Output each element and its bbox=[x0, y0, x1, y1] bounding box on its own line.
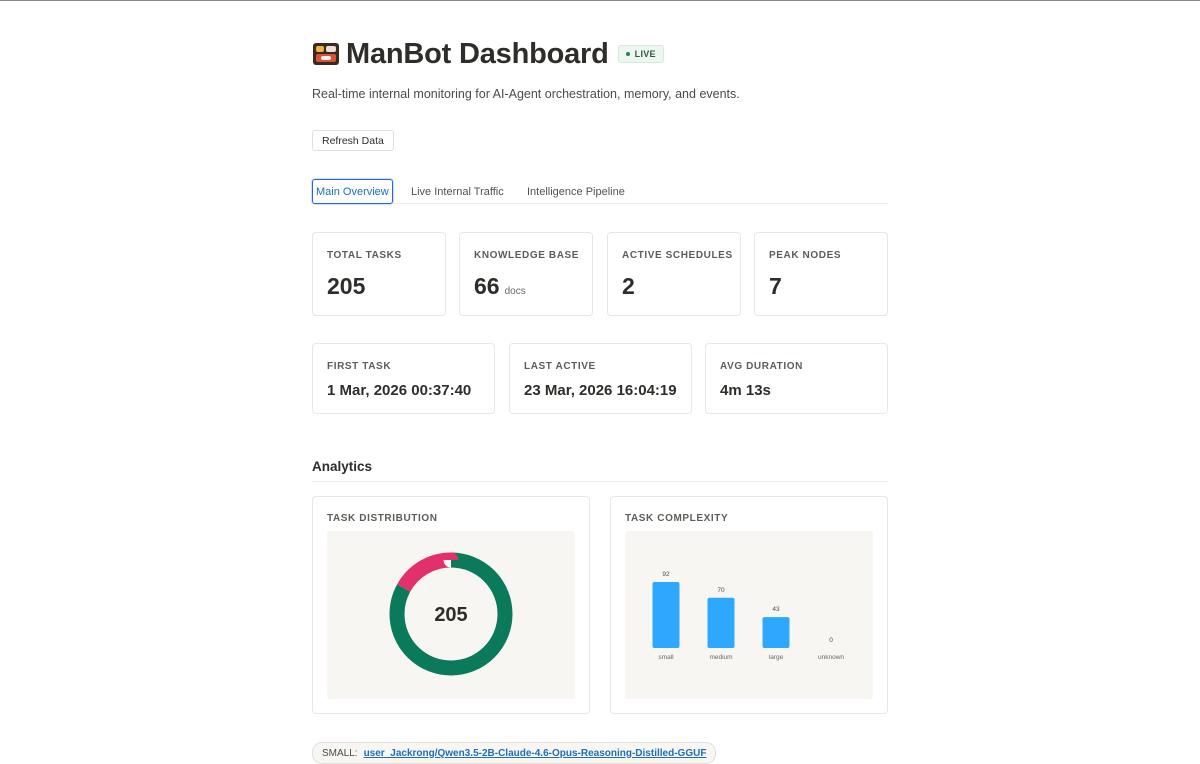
stat-label: LAST ACTIVE bbox=[524, 361, 596, 372]
stat-label: PEAK NODES bbox=[769, 250, 842, 261]
chart-card-task-complexity: TASK COMPLEXITY 92 small 70 medium 43 large 0 u… bbox=[610, 496, 888, 714]
stat-card-active-schedules: ACTIVE SCHEDULES 2 bbox=[607, 232, 741, 316]
chart-title: TASK DISTRIBUTION bbox=[327, 513, 438, 524]
tab-live-internal-traffic[interactable]: Live Internal Traffic bbox=[411, 185, 504, 198]
analytics-heading: Analytics bbox=[312, 459, 373, 474]
live-dot-icon bbox=[625, 52, 630, 56]
stat-unit: docs bbox=[504, 286, 526, 297]
stat-value: 205 bbox=[327, 273, 366, 299]
stat-value: 2 bbox=[622, 273, 635, 299]
bar-category-label: large bbox=[769, 654, 784, 661]
donut-slice-1 bbox=[389, 552, 513, 676]
dashboard-page: ManBot Dashboard LIVE Real-time internal… bbox=[312, 0, 888, 764]
bar-value-label: 43 bbox=[772, 606, 780, 613]
stat-card-total-tasks: TOTAL TASKS 205 bbox=[312, 232, 446, 316]
chart-card-task-distribution: TASK DISTRIBUTION 205 bbox=[312, 496, 590, 714]
bar-value-label: 92 bbox=[662, 571, 670, 578]
donut-chart: 205 bbox=[389, 552, 513, 676]
stat-card-first-task: FIRST TASK 1 Mar, 2026 00:37:40 bbox=[312, 343, 495, 414]
window-top-border bbox=[0, 0, 1200, 1]
bar-small bbox=[652, 582, 680, 648]
tab-intelligence-pipeline[interactable]: Intelligence Pipeline bbox=[527, 185, 625, 198]
stat-label: FIRST TASK bbox=[327, 361, 392, 372]
live-badge-label: LIVE bbox=[634, 49, 656, 59]
stat-value: 23 Mar, 2026 16:04:19 bbox=[524, 382, 677, 399]
stat-value: 1 Mar, 2026 00:37:40 bbox=[327, 382, 472, 399]
refresh-data-button[interactable]: Refresh Data bbox=[312, 130, 394, 151]
bar-chart: 92 small 70 medium 43 large 0 unknown bbox=[652, 571, 844, 661]
stat-value: 66 docs bbox=[474, 273, 526, 300]
stat-label: AVG DURATION bbox=[720, 361, 803, 372]
stat-card-last-active: LAST ACTIVE 23 Mar, 2026 16:04:19 bbox=[509, 343, 692, 414]
model-info-pill: SMALL: user_Jackrong/Qwen3.5-2B-Claude-4… bbox=[312, 742, 717, 764]
bar-large bbox=[762, 617, 790, 648]
title-row: ManBot Dashboard LIVE bbox=[312, 38, 664, 70]
bar-medium bbox=[707, 597, 735, 648]
section-divider bbox=[312, 481, 888, 482]
chart-title: TASK COMPLEXITY bbox=[625, 513, 729, 524]
model-link[interactable]: user_Jackrong/Qwen3.5-2B-Claude-4.6-Opus… bbox=[363, 747, 707, 759]
stat-label: TOTAL TASKS bbox=[327, 250, 402, 261]
bar-value-label: 0 bbox=[829, 637, 833, 644]
bar-chart-panel: 92 small 70 medium 43 large 0 unknown bbox=[625, 531, 873, 699]
bento-box-icon bbox=[312, 40, 340, 68]
model-tier-label: SMALL: bbox=[322, 747, 358, 759]
stat-label: KNOWLEDGE BASE bbox=[474, 250, 580, 261]
donut-center-label: 205 bbox=[434, 604, 467, 626]
stat-card-knowledge-base: KNOWLEDGE BASE 66 docs bbox=[459, 232, 593, 316]
bar-category-label: unknown bbox=[818, 654, 844, 661]
stat-value: 7 bbox=[769, 273, 782, 299]
page-title: ManBot Dashboard bbox=[346, 37, 609, 70]
stat-label: ACTIVE SCHEDULES bbox=[622, 250, 733, 261]
bar-value-label: 70 bbox=[717, 587, 725, 594]
tab-main-overview[interactable]: Main Overview bbox=[312, 179, 393, 204]
live-status-badge: LIVE bbox=[617, 45, 664, 63]
stat-card-avg-duration: AVG DURATION 4m 13s bbox=[705, 343, 888, 414]
page-subtitle: Real-time internal monitoring for AI-Age… bbox=[312, 87, 740, 101]
bar-category-label: medium bbox=[709, 654, 732, 661]
tab-bar: Main Overview Live Internal Traffic Inte… bbox=[312, 179, 888, 204]
bar-category-label: small bbox=[658, 654, 674, 661]
donut-chart-panel: 205 bbox=[327, 531, 575, 699]
stat-number: 66 bbox=[474, 273, 500, 299]
stat-value: 4m 13s bbox=[720, 382, 771, 399]
stat-card-peak-nodes: PEAK NODES 7 bbox=[754, 232, 888, 316]
